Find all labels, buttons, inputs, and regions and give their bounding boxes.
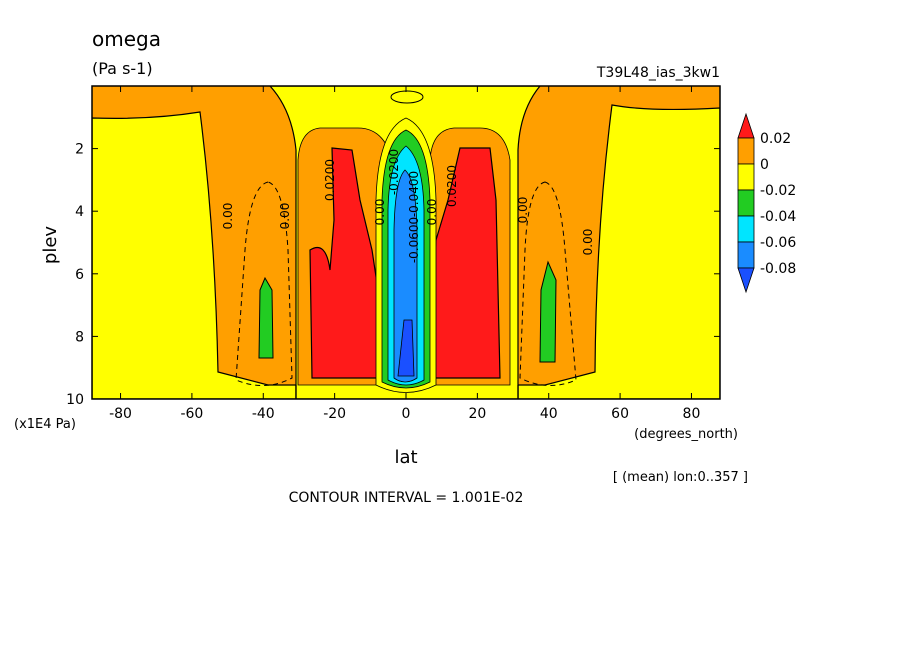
contour-line-dashed [235,181,293,386]
x-tick-label: 20 [468,406,486,422]
field-region-red [309,147,381,379]
plot-area [92,86,720,399]
y-units-label: (x1E4 Pa) [14,417,76,432]
x-units-label: (degrees_north) [634,427,738,442]
x-tick-label: 40 [540,406,558,422]
colorbar-swatch [737,241,755,269]
contour-line [390,90,424,104]
x-tick-label: 60 [611,406,629,422]
colorbar-label: 0.02 [760,131,791,147]
field-region-darkblue [397,319,415,377]
x-tick-label: 80 [683,406,701,422]
contour-label: -0.0600 [407,217,421,263]
y-axis-title: plev [40,226,61,265]
contour-label: -0.0200 [387,149,401,195]
contour-line [295,385,519,399]
x-tick-label: 0 [402,406,411,422]
colorbar-label: -0.02 [760,183,796,199]
contour-label: 0.00 [221,203,235,230]
colorbar-label: -0.04 [760,209,796,225]
x-tick-label: -60 [180,406,203,422]
subset-note: [ (mean) lon:0..357 ] [613,470,748,485]
colorbar-swatch [737,163,755,191]
y-tick-label: 4 [75,204,84,220]
x-tick-label: -80 [109,406,132,422]
y-tick-label: 8 [75,329,84,345]
colorbar-label: -0.06 [760,235,796,251]
colorbar-swatch [737,215,755,243]
x-axis: -80 -60 -40 -20 0 20 40 60 80 [109,86,700,422]
x-axis-title: lat [394,447,417,468]
colorbar-swatch [737,112,755,139]
contour-label: -0.0400 [407,171,421,217]
units-label: (Pa s-1) [92,59,153,78]
colorbar-swatch [737,267,755,294]
colorbar-label: -0.08 [760,261,796,277]
field-region-yellow [92,111,297,399]
colorbar-swatch [737,189,755,217]
x-tick-label: -20 [323,406,346,422]
contour-label: 0.00 [373,199,387,226]
y-tick-label: 2 [75,142,84,158]
contour-label: 0.00 [278,203,292,230]
colorbar: 0.02 0 -0.02 -0.04 -0.06 -0.08 [737,112,796,294]
y-tick-label: 6 [75,267,84,283]
contour-label: 0.0200 [445,165,459,207]
contour-label: 0.00 [425,199,439,226]
contour-interval-note: CONTOUR INTERVAL = 1.001E-02 [289,490,524,506]
contour-label: 0.00 [516,197,530,224]
field-region-green [258,276,274,359]
colorbar-label: 0 [760,157,769,173]
y-axis: 2 4 6 8 10 [66,142,720,408]
x-tick-label: -40 [252,406,275,422]
y-tick-label: 10 [66,392,84,408]
contour-labels: 0.00 0.00 0.0200 -0.0200 -0.0400 -0.0600… [221,149,595,263]
field-region-green [539,260,557,363]
contour-label: 0.00 [581,229,595,256]
experiment-label: T39L48_ias_3kw1 [596,65,720,81]
chart-title: omega [92,27,161,51]
field-region-yellow [517,104,720,399]
contour-label: 0.0200 [323,159,337,201]
colorbar-swatch [737,137,755,165]
